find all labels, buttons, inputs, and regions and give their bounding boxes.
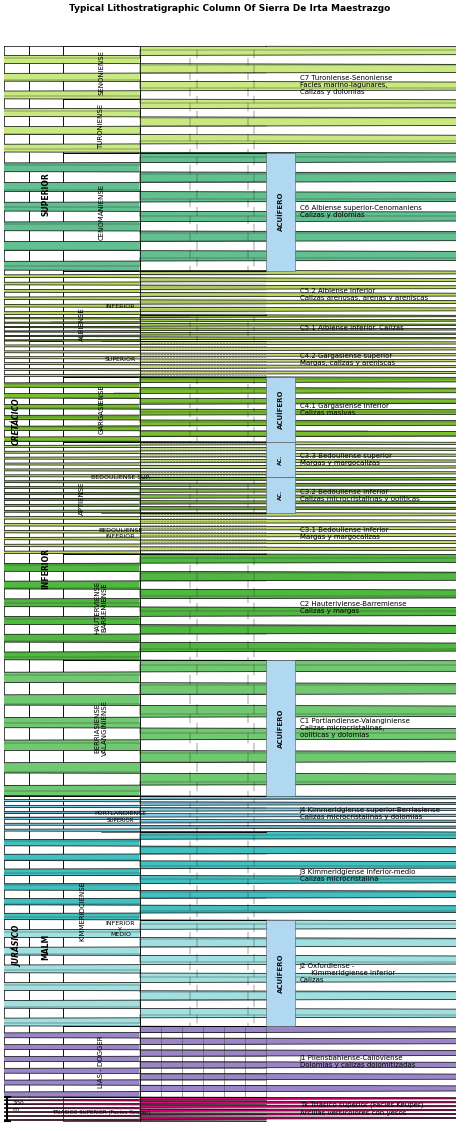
Text: TURONIENSE: TURONIENSE bbox=[98, 103, 104, 148]
Polygon shape bbox=[0, 921, 474, 1027]
Polygon shape bbox=[0, 270, 474, 314]
Polygon shape bbox=[0, 46, 474, 153]
Polygon shape bbox=[0, 796, 474, 831]
Text: ACUÍFERO: ACUÍFERO bbox=[277, 390, 284, 429]
Text: BEDOULIENSE
INFERIOR: BEDOULIENSE INFERIOR bbox=[98, 528, 143, 538]
Polygon shape bbox=[0, 1027, 474, 1097]
Polygon shape bbox=[0, 512, 474, 554]
Text: J1 Pliensbahiense-Calloviense
Dolomias y calizas dolomitizadas: J1 Pliensbahiense-Calloviense Dolomias y… bbox=[300, 1055, 415, 1069]
Text: 200
m: 200 m bbox=[12, 1100, 24, 1112]
Text: HAUTERVIENSE
BARREMIENSE: HAUTERVIENSE BARREMIENSE bbox=[95, 580, 108, 633]
Polygon shape bbox=[0, 1097, 474, 1121]
Text: J2 Oxfordiense -
     Kimmeridgiense inferior
Calizas: J2 Oxfordiense - Kimmeridgiense inferior… bbox=[300, 964, 395, 983]
Text: INFERIOR: INFERIOR bbox=[106, 303, 135, 309]
Polygon shape bbox=[0, 831, 474, 921]
Text: C7 Turoniense-Senoniense
Facies marino-lagunares,
Calizas y dolomias: C7 Turoniense-Senoniense Facies marino-l… bbox=[300, 75, 392, 95]
Text: C5.1 Albiense inferior. Calizas: C5.1 Albiense inferior. Calizas bbox=[300, 326, 403, 331]
Polygon shape bbox=[0, 342, 474, 377]
Text: C1 Portlandiense-Valanginiense
Calizas microcristalinas,
ooliticas y dolomias: C1 Portlandiense-Valanginiense Calizas m… bbox=[300, 718, 410, 739]
Text: INFERIOR
Y
MEDIO: INFERIOR Y MEDIO bbox=[106, 921, 135, 938]
Polygon shape bbox=[0, 314, 474, 342]
Text: INFERIOR: INFERIOR bbox=[41, 549, 50, 589]
Text: C4.2 Gargasiense superior
Margas, calizas y areniscas: C4.2 Gargasiense superior Margas, caliza… bbox=[300, 353, 395, 365]
Text: C4.1 Gargasiense inferior
Calizas masivas: C4.1 Gargasiense inferior Calizas masiva… bbox=[300, 403, 389, 416]
Bar bbox=[266, 661, 295, 796]
Text: C3.1 Bedouliense inferior
Margas y margocalizas: C3.1 Bedouliense inferior Margas y margo… bbox=[300, 527, 388, 539]
Text: LIAS - DOGGER: LIAS - DOGGER bbox=[98, 1036, 104, 1088]
Text: Tk Triásico superior (Facies Keuper)
Arcillas versicolores con yesos: Tk Triásico superior (Facies Keuper) Arc… bbox=[300, 1102, 423, 1116]
Text: C5.2 Albiense inferior
Calizas arenosas, arenas y areniscas: C5.2 Albiense inferior Calizas arenosas,… bbox=[300, 287, 428, 301]
Bar bbox=[266, 377, 295, 442]
Text: C6 Albiense superior-Cenomaniens
Calizas y dolomias: C6 Albiense superior-Cenomaniens Calizas… bbox=[300, 205, 422, 218]
Text: MALM: MALM bbox=[41, 933, 50, 960]
Text: J3 Kimmeridgiense inferior-medio
Calizas microcristalina: J3 Kimmeridgiense inferior-medio Calizas… bbox=[300, 870, 416, 882]
Text: C3.2 Bedouliense inferior
Calizas microcristalinas y ooliticas: C3.2 Bedouliense inferior Calizas microc… bbox=[300, 489, 419, 501]
Polygon shape bbox=[0, 153, 474, 270]
Text: CENOMANIENSE: CENOMANIENSE bbox=[98, 183, 104, 240]
Text: ACUÍFERO: ACUÍFERO bbox=[277, 708, 284, 748]
Text: C3.3 Bedouliense superior
Margas y margocalizas: C3.3 Bedouliense superior Margas y margo… bbox=[300, 454, 392, 466]
Text: SUPERIOR: SUPERIOR bbox=[105, 356, 136, 362]
Text: ACUÍFERO: ACUÍFERO bbox=[277, 192, 284, 232]
Text: ACUÍFERO: ACUÍFERO bbox=[277, 953, 284, 993]
Text: SUPERIOR: SUPERIOR bbox=[107, 819, 134, 823]
Polygon shape bbox=[0, 442, 474, 477]
Polygon shape bbox=[0, 661, 474, 796]
Bar bbox=[266, 477, 295, 512]
Text: KIMMERIDCIENSE: KIMMERIDCIENSE bbox=[79, 881, 85, 941]
Text: APTIENSE: APTIENSE bbox=[79, 481, 85, 515]
Text: ALBIENSE: ALBIENSE bbox=[79, 307, 85, 340]
Bar bbox=[266, 442, 295, 477]
Polygon shape bbox=[0, 554, 474, 661]
Text: GARGASIENSE: GARGASIENSE bbox=[98, 385, 104, 434]
Text: SENONIENSE: SENONIENSE bbox=[98, 50, 104, 95]
Title: Typical Lithostratigraphic Column Of Sierra De Irta Maestrazgo: Typical Lithostratigraphic Column Of Sie… bbox=[69, 5, 391, 14]
Text: SUPERIOR: SUPERIOR bbox=[41, 172, 50, 216]
Text: BERRIASIENSE
VALANGINIENSE: BERRIASIENSE VALANGINIENSE bbox=[95, 700, 108, 757]
Text: C2 Hauteriviense-Barremiense
Calizas y margas: C2 Hauteriviense-Barremiense Calizas y m… bbox=[300, 601, 406, 614]
Text: JURÁSICO: JURÁSICO bbox=[11, 926, 22, 967]
Text: PORTLANDIENSE: PORTLANDIENSE bbox=[94, 811, 146, 817]
Bar bbox=[266, 921, 295, 1027]
Text: CRETÁCICO: CRETÁCICO bbox=[12, 397, 21, 444]
Text: J4 Kimmeridgiense superior-Berriasiense
Calizas microcristalinas y dolomias: J4 Kimmeridgiense superior-Berriasiense … bbox=[300, 808, 441, 820]
Text: BEDOULIENSE SUP.: BEDOULIENSE SUP. bbox=[91, 475, 150, 480]
Text: AC.: AC. bbox=[278, 455, 283, 465]
Bar bbox=[266, 153, 295, 270]
Text: AC.: AC. bbox=[278, 490, 283, 500]
Polygon shape bbox=[0, 377, 474, 442]
Polygon shape bbox=[0, 477, 474, 512]
Text: TRIASICO SUPERIOR (Facies Keuper): TRIASICO SUPERIOR (Facies Keuper) bbox=[52, 1110, 151, 1114]
